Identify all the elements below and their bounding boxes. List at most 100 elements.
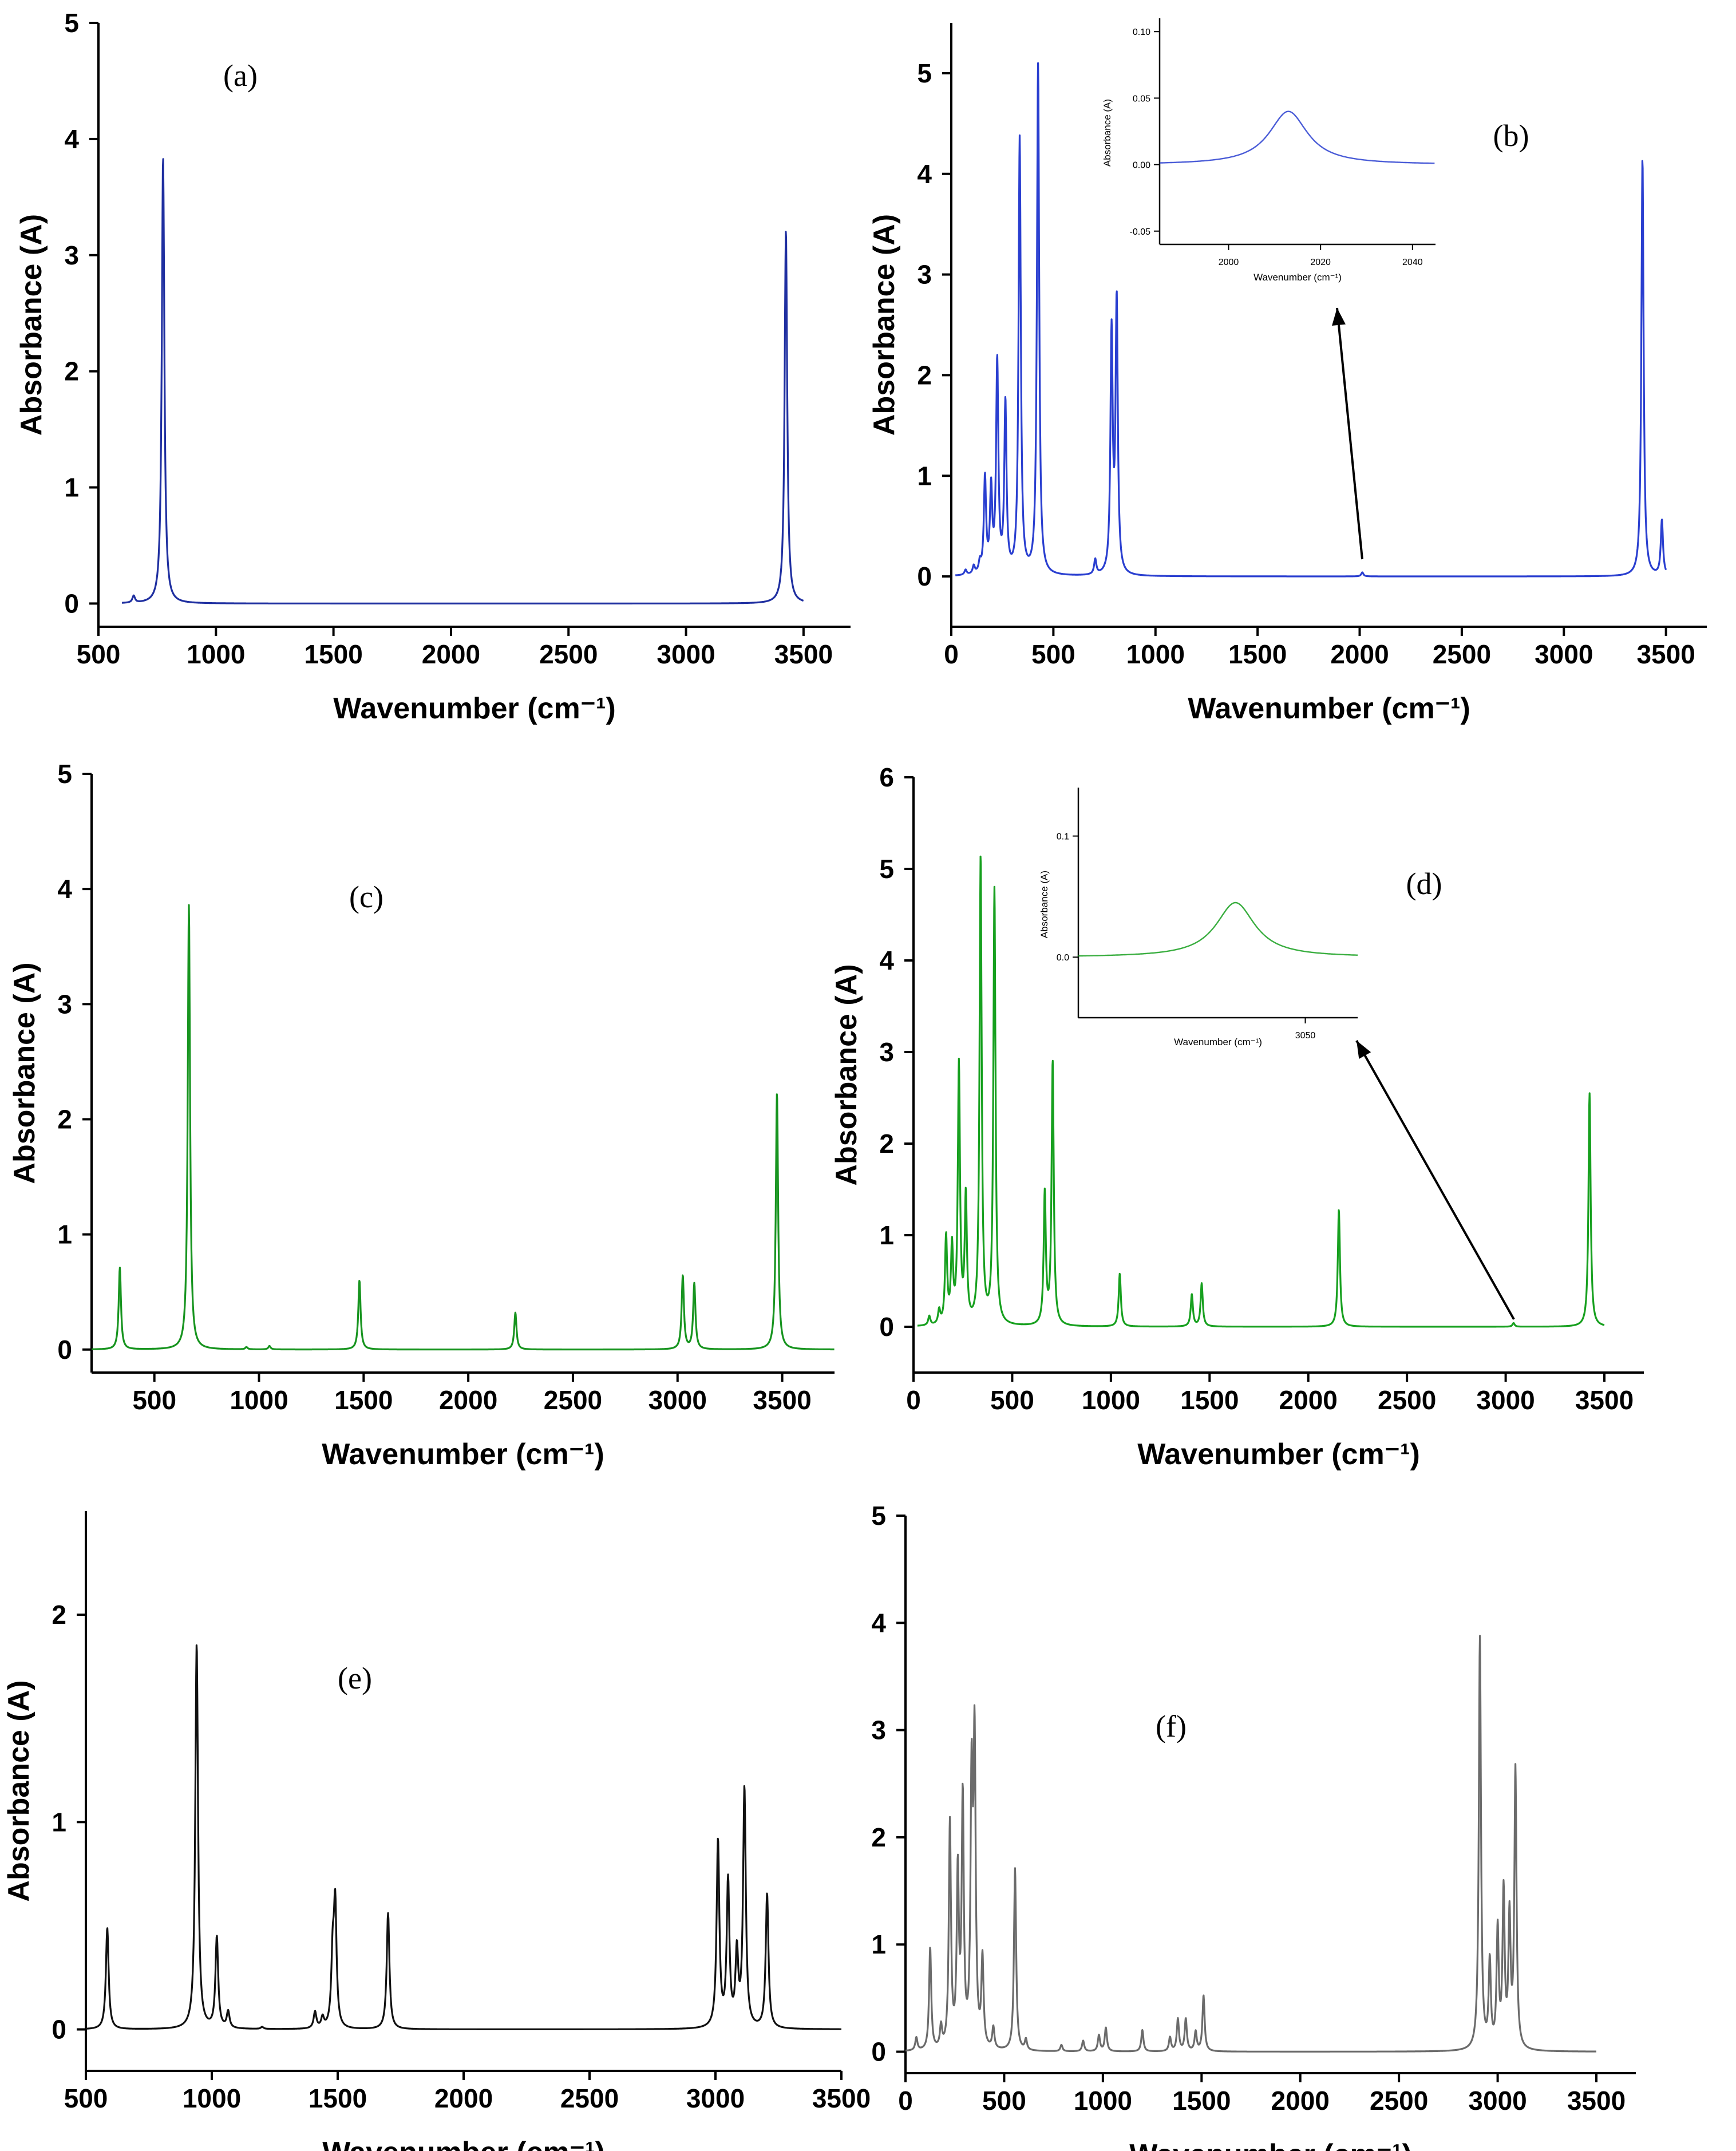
inset-arrow-line	[1355, 1040, 1515, 1320]
x-tick-label: 3500	[774, 639, 833, 669]
x-tick-label: 0	[944, 639, 959, 669]
y-tick-label: 2	[871, 1822, 886, 1852]
x-tick-label: 3500	[1636, 639, 1695, 669]
x-axis-label: Wavenumber (cm⁻¹)	[1137, 1438, 1420, 1471]
x-axis-label: Wavenumber (cm⁻¹)	[322, 1438, 604, 1471]
x-axis-label: Wavenumber (cm⁻¹)	[322, 2136, 605, 2151]
x-tick-label: 3000	[657, 639, 715, 669]
y-tick-label: 3	[57, 989, 72, 1019]
x-axis-label: Wavenumber (cm⁻¹)	[1188, 692, 1470, 725]
x-tick-label: 2500	[1378, 1385, 1436, 1415]
y-tick-label: 4	[57, 874, 72, 904]
y-axis-label: Absorbance (A)	[868, 214, 901, 436]
y-tick-label: 3	[917, 260, 932, 290]
inset-y-tick-label: 0.1	[1057, 832, 1069, 842]
inset-arrow-head	[1357, 1041, 1371, 1059]
inset-arrow-line	[1336, 307, 1363, 560]
y-tick-label: 2	[52, 1600, 66, 1630]
spectrum-line	[955, 62, 1667, 578]
x-tick-label: 2000	[1330, 639, 1389, 669]
y-axis-label: Absorbance (A)	[8, 962, 41, 1184]
inset-spectrum-line	[1078, 901, 1358, 957]
y-tick-label: 4	[917, 159, 932, 189]
x-tick-label: 2500	[560, 2083, 619, 2113]
y-tick-label: 2	[64, 357, 79, 386]
inset-y-axis-label: Absorbance (A)	[1039, 871, 1050, 938]
panel-label: (b)	[1493, 118, 1529, 153]
y-tick-label: 4	[879, 946, 894, 975]
x-tick-label: 3000	[1476, 1385, 1535, 1415]
x-tick-label: 3500	[753, 1385, 811, 1415]
x-tick-label: 2500	[539, 639, 598, 669]
inset-x-axis-label: Wavenumber (cm⁻¹)	[1174, 1037, 1262, 1047]
y-tick-label: 0	[879, 1312, 894, 1342]
x-tick-label: 1000	[1126, 639, 1185, 669]
y-tick-label: 3	[64, 240, 79, 270]
x-tick-label: 1500	[1228, 639, 1287, 669]
y-tick-label: 4	[871, 1608, 886, 1638]
x-tick-label: 500	[64, 2083, 108, 2113]
y-tick-label: 0	[64, 588, 79, 618]
y-tick-label: 6	[879, 762, 894, 792]
x-tick-label: 2500	[544, 1385, 602, 1415]
x-tick-label: 2000	[434, 2083, 493, 2113]
x-tick-label: 1000	[1074, 2086, 1132, 2116]
x-tick-label: 500	[982, 2086, 1026, 2116]
x-tick-label: 3500	[1575, 1385, 1634, 1415]
x-tick-label: 1000	[183, 2083, 241, 2113]
y-tick-label: 0	[57, 1335, 72, 1365]
y-tick-label: 2	[57, 1104, 72, 1134]
x-tick-label: 2500	[1433, 639, 1491, 669]
y-axis-label: Absorbance (A)	[15, 214, 48, 436]
y-tick-label: 1	[879, 1220, 894, 1250]
inset-x-tick-label: 2000	[1219, 258, 1239, 267]
chart-panel-e: 500 1000 1500 2000 2500 3000 3500 0 1 2 Wavenumber…	[2, 1511, 871, 2151]
y-tick-label: 4	[64, 124, 79, 154]
y-tick-label: 5	[917, 58, 932, 88]
panel-label: (d)	[1406, 867, 1442, 901]
y-tick-label: 1	[871, 1929, 886, 1959]
x-tick-label: 3000	[686, 2083, 745, 2113]
panel-label: (e)	[338, 1661, 372, 1695]
x-tick-label: 1500	[334, 1385, 393, 1415]
x-tick-label: 1500	[1172, 2086, 1231, 2116]
x-tick-label: 500	[132, 1385, 176, 1415]
panel-label: (a)	[223, 58, 258, 93]
y-tick-label: 0	[871, 2037, 886, 2067]
y-tick-label: 5	[57, 759, 72, 789]
x-tick-label: 3500	[1567, 2086, 1626, 2116]
x-tick-label: 1000	[1082, 1385, 1140, 1415]
x-tick-label: 2000	[1279, 1385, 1338, 1415]
y-tick-label: 1	[52, 1807, 66, 1837]
y-tick-label: 1	[57, 1220, 72, 1250]
chart-panel-d: 0 500 1000 1500 2000 2500 3000 3500 0 1 2 3 4 5 6 Waven…	[830, 762, 1644, 1471]
chart-panel-a: 500 1000 1500 2000 2500 3000 3500 0 1 2 3 4 5 Wavenum…	[15, 8, 851, 725]
x-tick-label: 2500	[1370, 2086, 1428, 2116]
panel-label: (c)	[349, 880, 383, 914]
x-tick-label: 1500	[304, 639, 362, 669]
y-tick-label: 0	[917, 562, 932, 591]
x-tick-label: 500	[990, 1385, 1034, 1415]
y-tick-label: 2	[879, 1129, 894, 1158]
inset-x-axis-label: Wavenumber (cm⁻¹)	[1253, 272, 1342, 283]
inset-chart: 2000 2020 2040 -0.05 0.00 0.05 0.10 Wavenumber …	[1102, 18, 1436, 283]
x-tick-label: 1500	[1180, 1385, 1239, 1415]
inset-y-axis-label: Absorbance (A)	[1102, 99, 1113, 167]
inset-y-tick-label: -0.05	[1130, 227, 1151, 237]
spectrum-line	[85, 1644, 842, 2030]
x-tick-label: 0	[906, 1385, 921, 1415]
x-tick-label: 0	[898, 2086, 913, 2116]
y-tick-label: 3	[871, 1715, 886, 1745]
inset-y-tick-label: 0.05	[1133, 94, 1150, 104]
y-tick-label: 1	[64, 473, 79, 503]
y-tick-label: 1	[917, 461, 932, 491]
spectrum-line	[90, 904, 835, 1351]
y-tick-label: 5	[871, 1501, 886, 1531]
y-axis-label: Absorbance (A)	[2, 1680, 35, 1901]
x-tick-label: 1000	[187, 639, 245, 669]
inset-x-tick-label: 2040	[1402, 258, 1423, 267]
x-tick-label: 3000	[1535, 639, 1593, 669]
y-tick-label: 2	[917, 360, 932, 390]
inset-arrow-head	[1332, 308, 1346, 326]
x-tick-label: 500	[1031, 639, 1075, 669]
